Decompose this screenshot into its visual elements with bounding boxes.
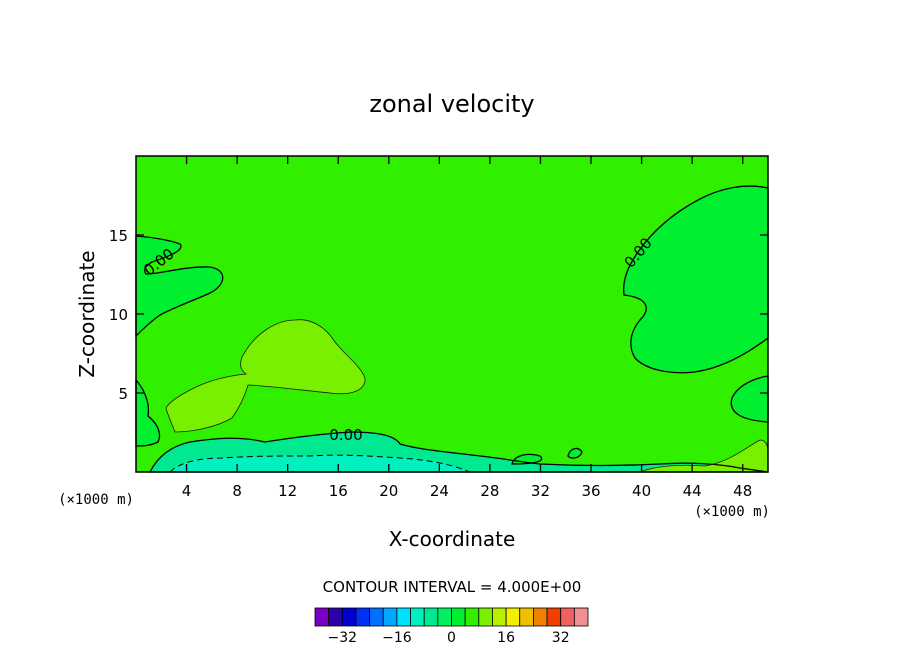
colorbar-swatch bbox=[437, 607, 452, 627]
colorbar-swatch bbox=[451, 607, 466, 627]
colorbar-swatch bbox=[546, 607, 562, 627]
colorbar-swatch bbox=[505, 607, 521, 627]
colorbar-swatch bbox=[355, 607, 371, 627]
y-tick-label: 15 bbox=[109, 227, 128, 245]
colorbar-labels: −32 −16 0 16 32 bbox=[328, 630, 570, 646]
x-tick-label: 36 bbox=[581, 482, 600, 500]
colorbar-swatch bbox=[533, 607, 548, 627]
colorbar-swatch bbox=[341, 607, 357, 627]
x-tick-label: 44 bbox=[683, 482, 702, 500]
y-axis-ticks: 5 10 15 bbox=[109, 227, 768, 403]
x-axis-title: X-coordinate bbox=[389, 527, 516, 551]
contour-line-positive bbox=[165, 319, 366, 433]
contour-label-lower: 0.00 bbox=[329, 426, 362, 444]
colorbar-tick-label: 16 bbox=[497, 630, 515, 646]
x-tick-label: 28 bbox=[480, 482, 499, 500]
y-tick-label: 10 bbox=[109, 306, 128, 324]
contour-interval-text: CONTOUR INTERVAL = 4.000E+00 bbox=[323, 578, 582, 596]
region-bottom-right bbox=[640, 440, 768, 472]
x-tick-label: 8 bbox=[232, 482, 242, 500]
y-axis-title: Z-coordinate bbox=[75, 250, 99, 377]
x-tick-label: 12 bbox=[278, 482, 297, 500]
contour-line-negative bbox=[168, 454, 471, 473]
plot-area: 0.00 0.00 0.00 bbox=[135, 155, 769, 473]
colorbar-swatch bbox=[382, 607, 398, 627]
colorbar-swatch bbox=[478, 607, 493, 627]
x-tick-label: 24 bbox=[430, 482, 449, 500]
colorbar-swatch bbox=[314, 607, 330, 627]
colorbar-tick-label: −16 bbox=[382, 630, 412, 646]
colorbar-swatch bbox=[464, 607, 480, 627]
contour-line-zero bbox=[567, 447, 583, 459]
chart-title: zonal velocity bbox=[369, 90, 534, 118]
colorbar-swatch bbox=[328, 607, 343, 627]
colorbar-swatch bbox=[410, 607, 425, 627]
colorbar-swatch bbox=[573, 607, 589, 627]
x-axis-ticks: 4 8 12 16 20 24 28 32 36 40 44 48 bbox=[182, 156, 752, 500]
x-tick-label: 48 bbox=[733, 482, 752, 500]
contour-line-zero bbox=[135, 378, 161, 447]
contour-line-zero bbox=[135, 235, 224, 338]
colorbar bbox=[314, 607, 589, 627]
contour-line-zero bbox=[148, 431, 769, 473]
contour-line-zero bbox=[622, 185, 769, 374]
colorbar-swatch bbox=[423, 607, 439, 627]
colorbar-swatch bbox=[369, 607, 384, 627]
colorbar-swatch bbox=[519, 607, 534, 627]
x-unit-label: (×1000 m) bbox=[694, 504, 770, 520]
region-westerly-core bbox=[166, 319, 366, 432]
colorbar-swatch bbox=[396, 607, 411, 627]
region-upper-right bbox=[623, 186, 768, 373]
colorbar-swatch bbox=[560, 607, 575, 627]
x-tick-label: 32 bbox=[531, 482, 550, 500]
colorbar-tick-label: 32 bbox=[552, 630, 570, 646]
x-tick-label: 40 bbox=[632, 482, 651, 500]
x-tick-label: 16 bbox=[329, 482, 348, 500]
y-unit-label: (×1000 m) bbox=[58, 492, 134, 508]
region-right-lower bbox=[731, 376, 768, 422]
contour-lines bbox=[135, 185, 769, 473]
region-near-surface-inner bbox=[170, 455, 470, 472]
contour-line-zero bbox=[730, 375, 769, 423]
x-tick-label: 20 bbox=[379, 482, 398, 500]
colorbar-tick-label: 0 bbox=[447, 630, 456, 646]
contour-line-zero bbox=[511, 453, 543, 465]
y-tick-label: 5 bbox=[118, 385, 128, 403]
colorbar-swatch bbox=[492, 607, 507, 627]
region-upper-left bbox=[136, 236, 223, 336]
x-tick-label: 4 bbox=[182, 482, 192, 500]
colorbar-tick-label: −32 bbox=[328, 630, 358, 646]
